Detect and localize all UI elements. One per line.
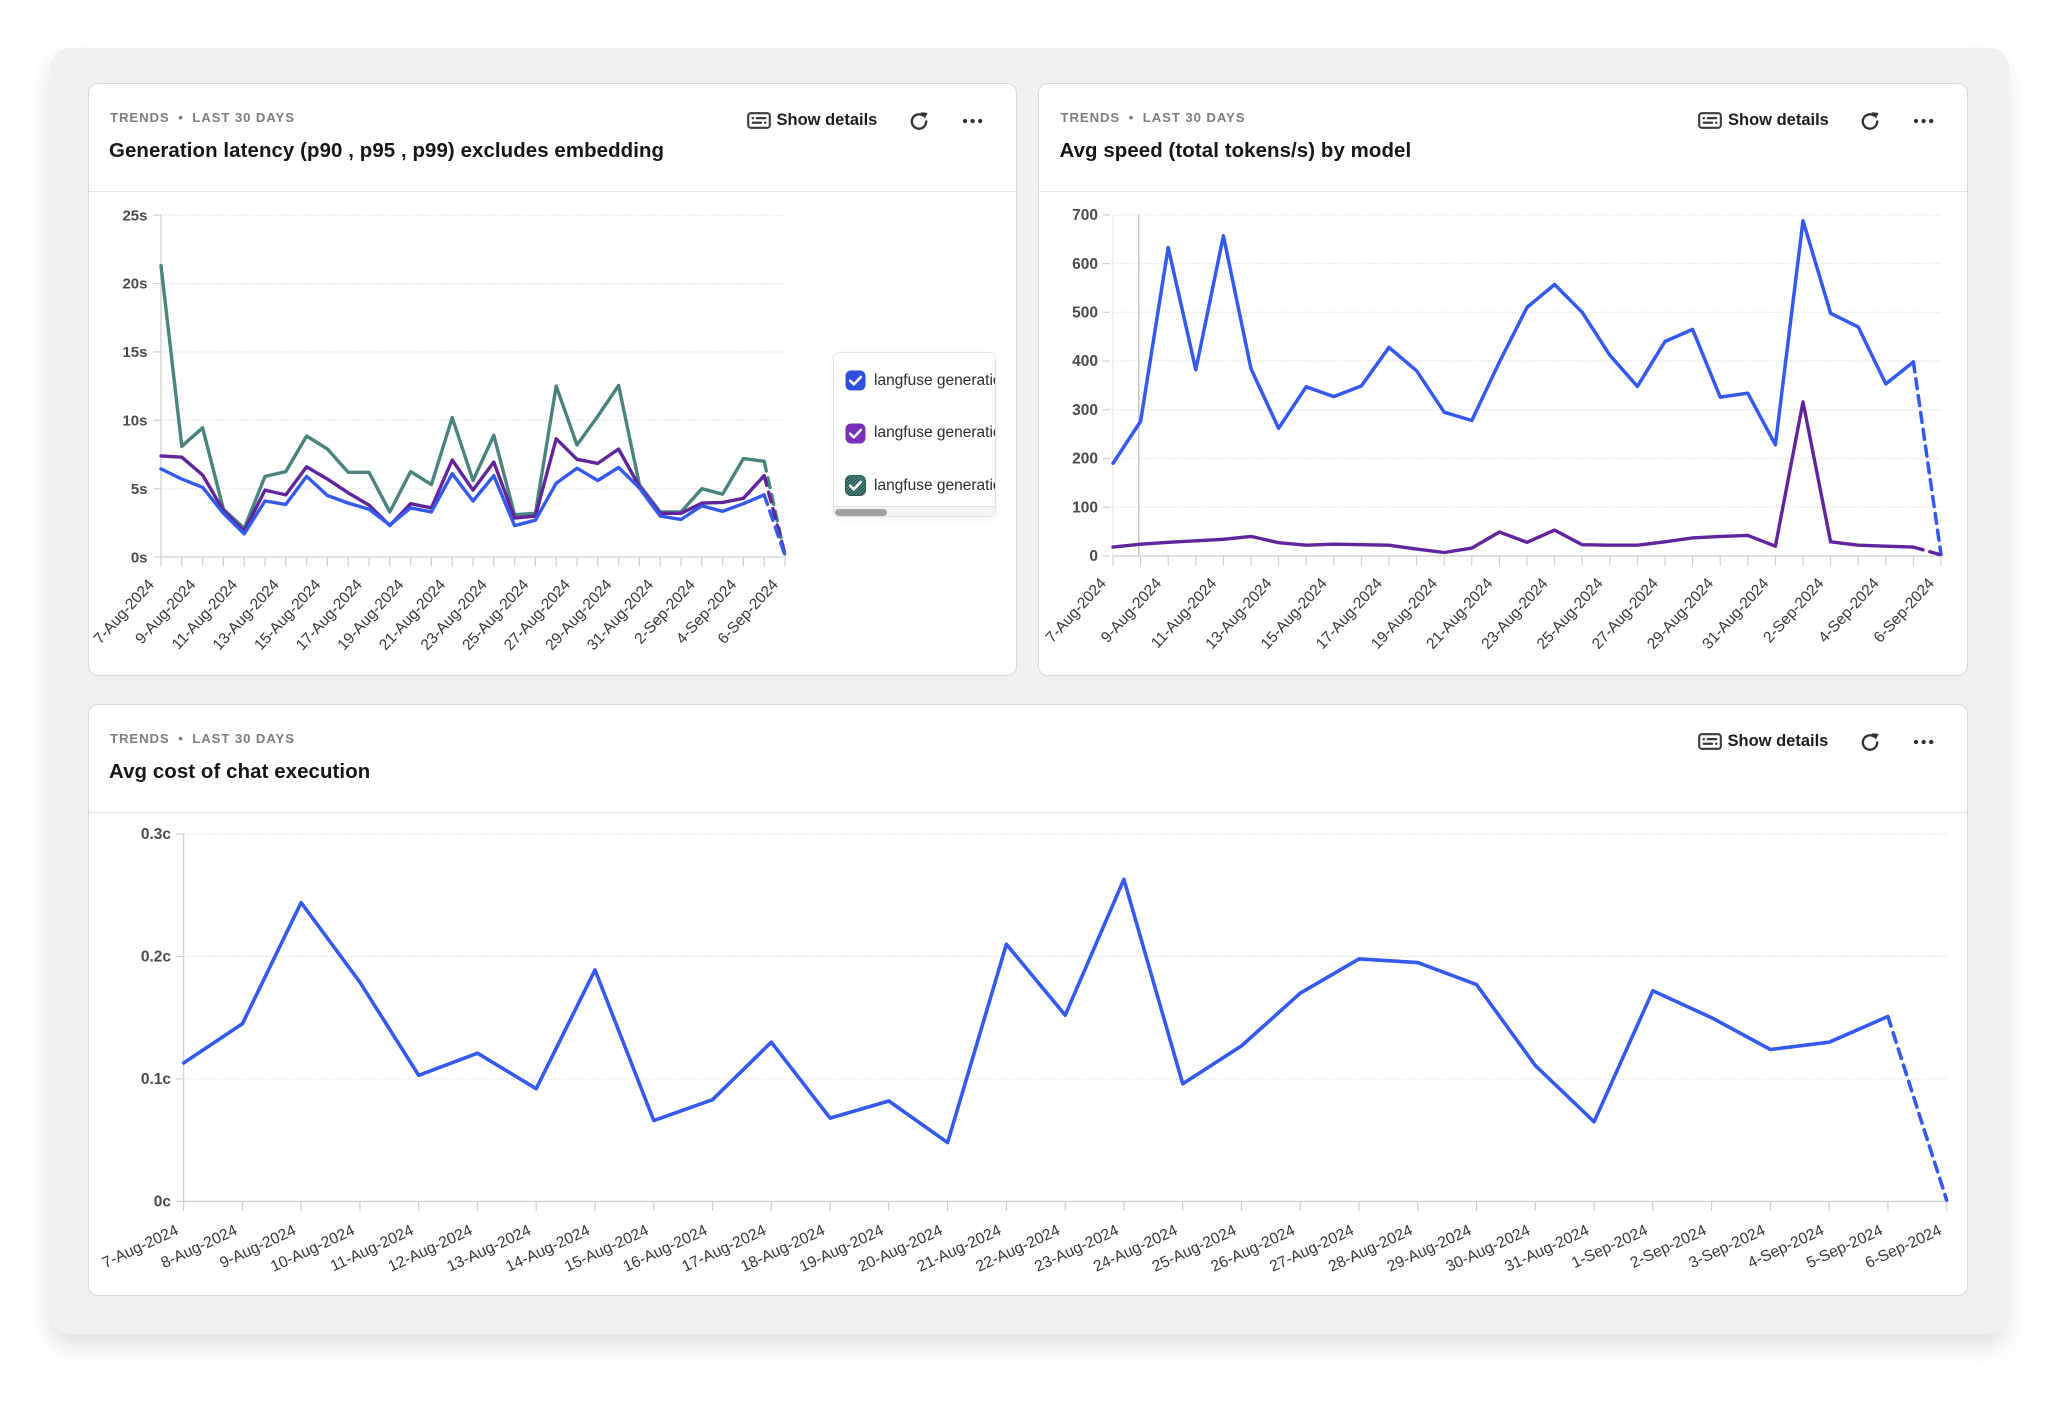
svg-text:5s: 5s	[130, 480, 147, 497]
svg-text:20s: 20s	[122, 275, 147, 292]
svg-text:600: 600	[1072, 255, 1098, 272]
svg-text:15s: 15s	[122, 344, 147, 361]
svg-text:25s: 25s	[122, 207, 147, 224]
svg-text:0.3c: 0.3c	[140, 826, 171, 843]
svg-text:0: 0	[1089, 548, 1098, 565]
svg-text:0.2c: 0.2c	[140, 948, 171, 965]
svg-text:500: 500	[1072, 304, 1098, 321]
svg-text:700: 700	[1072, 207, 1098, 224]
svg-text:200: 200	[1072, 450, 1098, 467]
svg-text:100: 100	[1072, 499, 1098, 516]
svg-text:10s: 10s	[122, 412, 147, 429]
svg-text:0s: 0s	[130, 549, 147, 566]
svg-text:0.1c: 0.1c	[140, 1071, 171, 1088]
svg-text:300: 300	[1072, 401, 1098, 418]
svg-text:400: 400	[1072, 353, 1098, 370]
svg-text:0c: 0c	[153, 1193, 171, 1210]
